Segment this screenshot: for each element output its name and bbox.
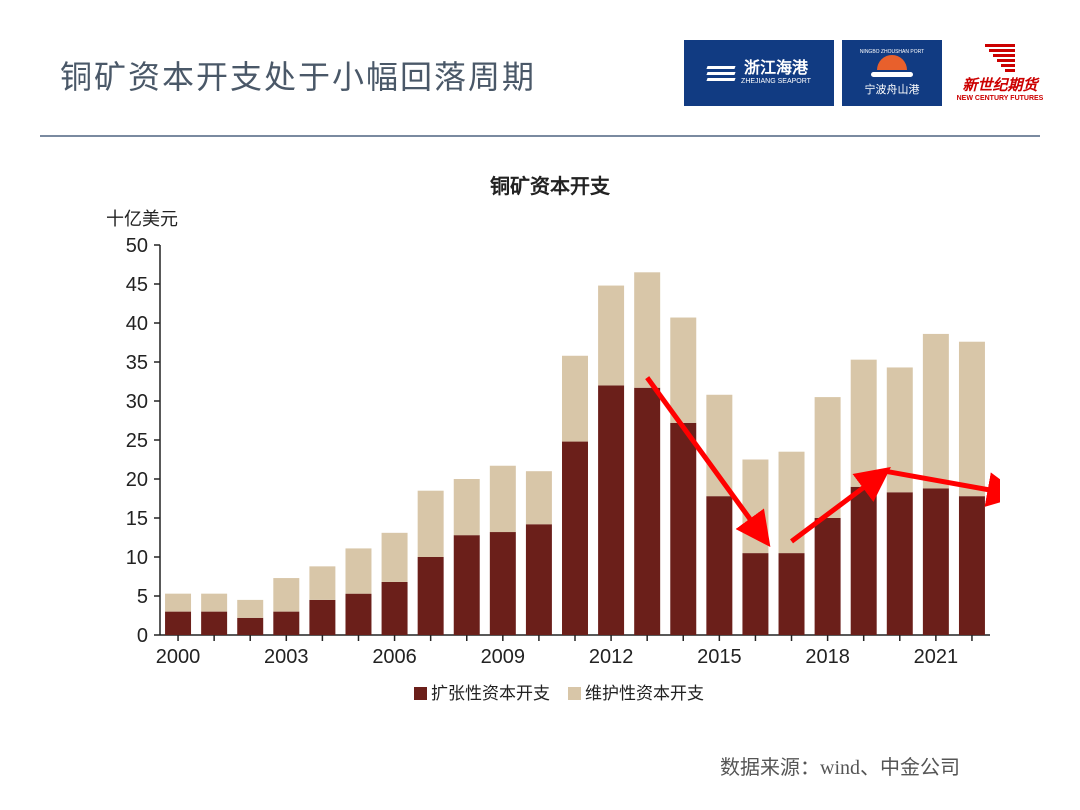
svg-text:2003: 2003 (264, 646, 309, 668)
logo-ningbo-cn: 宁波舟山港 (865, 81, 920, 97)
svg-text:2009: 2009 (481, 646, 525, 668)
svg-text:2012: 2012 (589, 646, 634, 668)
chart-title: 铜矿资本开支 (100, 170, 1000, 199)
svg-text:50: 50 (126, 235, 148, 257)
logo-ningbo-port: NINGBO ZHOUSHAN PORT 宁波舟山港 (842, 40, 942, 106)
logo-ncf-en: NEW CENTURY FUTURES (957, 95, 1044, 102)
svg-text:15: 15 (126, 508, 148, 530)
logo-bar: 浙江海港 ZHEJIANG SEAPORT NINGBO ZHOUSHAN PO… (684, 40, 1050, 106)
legend-label: 维护性资本开支 (585, 684, 704, 703)
svg-text:20: 20 (126, 469, 148, 491)
logo-zhejiang-seaport: 浙江海港 ZHEJIANG SEAPORT (684, 40, 834, 106)
logo-zhejiang-en: ZHEJIANG SEAPORT (741, 78, 811, 86)
legend-label: 扩张性资本开支 (431, 684, 550, 703)
chart-container: 铜矿资本开支 十亿美元 0 5 10 15 20 25 30 35 40 45 50 2000 2003… (100, 170, 1000, 720)
logo-zhejiang-cn: 浙江海港 (741, 59, 811, 78)
svg-text:30: 30 (126, 391, 148, 413)
stacked-bar-chart: 0 5 10 15 20 25 30 35 40 45 50 2000 2003 2006 2009 2012… (100, 235, 1000, 675)
svg-text:2021: 2021 (914, 646, 959, 668)
logo-ncf-cn: 新世纪期货 (962, 74, 1037, 95)
svg-text:35: 35 (126, 352, 148, 374)
svg-text:45: 45 (126, 274, 148, 296)
y-axis-unit: 十亿美元 (106, 205, 1000, 231)
data-source: 数据来源：wind、中金公司 (720, 751, 960, 780)
chart-legend: 扩张性资本开支 维护性资本开支 (100, 679, 1000, 704)
svg-text:2006: 2006 (372, 646, 417, 668)
svg-text:25: 25 (126, 430, 148, 452)
title-divider (40, 135, 1040, 137)
svg-text:0: 0 (137, 625, 148, 647)
svg-text:10: 10 (126, 547, 148, 569)
svg-text:40: 40 (126, 313, 148, 335)
svg-text:2000: 2000 (156, 646, 201, 668)
svg-text:2015: 2015 (697, 646, 742, 668)
logo-new-century-futures: 新世纪期货 NEW CENTURY FUTURES (950, 40, 1050, 106)
svg-text:5: 5 (137, 586, 148, 608)
slide-title: 铜矿资本开支处于小幅回落周期 (60, 52, 536, 98)
svg-text:2018: 2018 (805, 646, 850, 668)
